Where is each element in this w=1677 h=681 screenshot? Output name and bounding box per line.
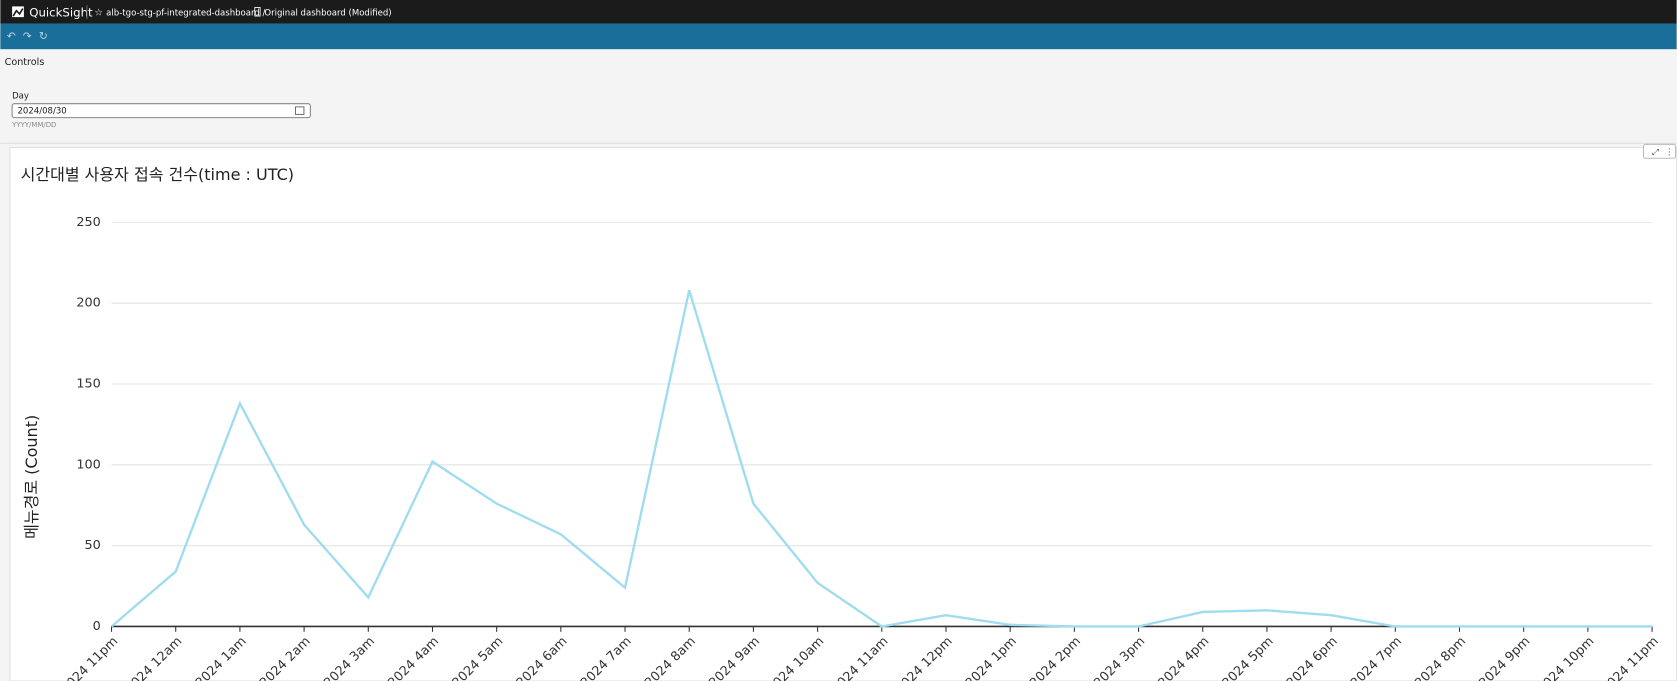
y-tick-label: 0 [93, 619, 101, 634]
undo-button[interactable]: ↶ [7, 29, 16, 42]
logo-mark [12, 8, 24, 17]
line-series [110, 289, 1653, 628]
chart-panel [9, 146, 1677, 681]
y-tick-label: 100 [76, 457, 100, 472]
redo-button[interactable]: ↷ [23, 29, 32, 42]
top-bar [0, 0, 1677, 24]
expand-icon[interactable]: ⤢ [1651, 147, 1659, 157]
chart-title: 시간대별 사용자 접속 건수(time : UTC) [21, 165, 294, 184]
visual-menu[interactable] [1642, 143, 1677, 159]
date-value[interactable]: 2024/08/30 [17, 107, 66, 117]
y-tick-label: 150 [76, 377, 100, 392]
reset-button[interactable]: ↻ [39, 29, 48, 42]
menu-icon[interactable]: ⋮ [1665, 147, 1674, 157]
date-input[interactable] [11, 103, 311, 119]
star-icon[interactable]: ☆ [94, 7, 103, 18]
sheet-name[interactable]: Original dashboard (Modified) [264, 8, 391, 18]
toolbar [0, 23, 1677, 50]
breadcrumb[interactable]: alb-tgo-stg-pf-integrated-dashboard / [106, 8, 265, 18]
date-hint: YYYY/MM/DD [11, 121, 56, 129]
y-tick-label: 50 [85, 538, 101, 553]
control-label: Day [12, 92, 29, 102]
calendar-icon[interactable] [294, 106, 305, 115]
app-name[interactable]: QuickSight [29, 5, 93, 19]
y-tick-label: 200 [76, 296, 100, 311]
bookmark-icon [254, 7, 261, 17]
y-axis-title: 메뉴경로 (Count) [22, 415, 41, 539]
controls-title: Controls [5, 57, 45, 68]
y-tick-label: 250 [76, 215, 100, 230]
